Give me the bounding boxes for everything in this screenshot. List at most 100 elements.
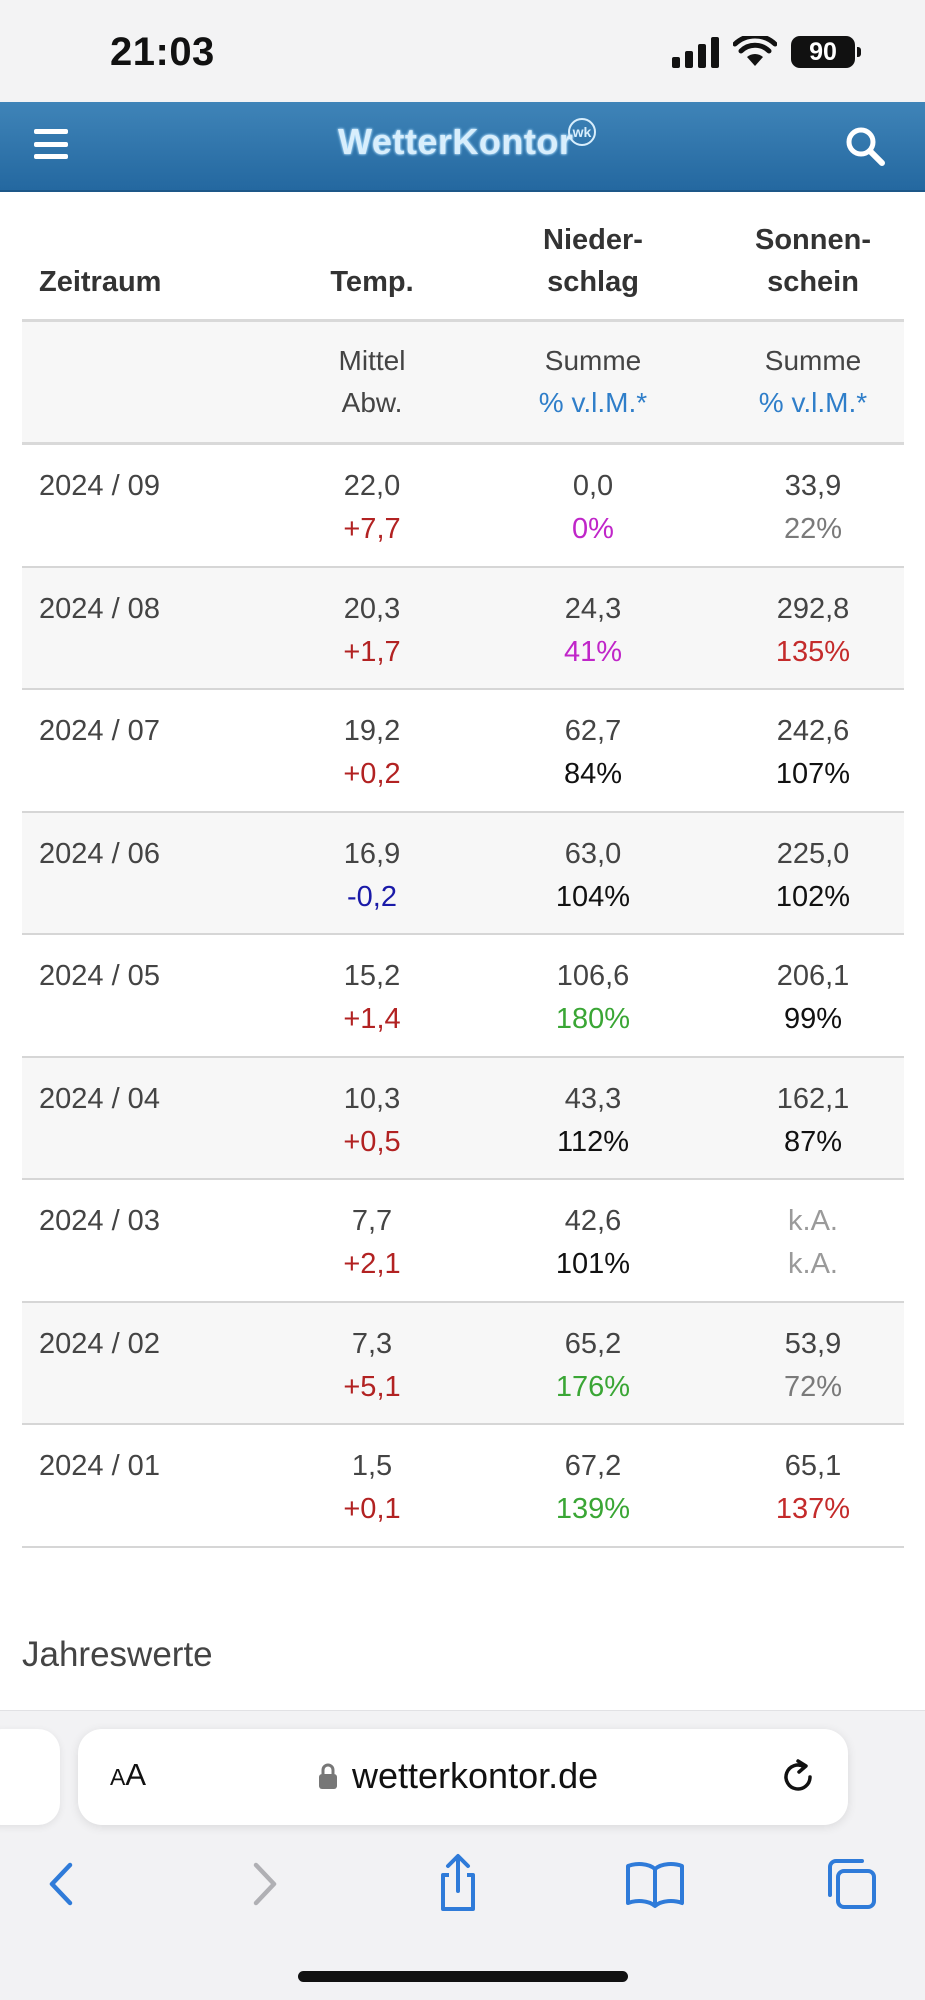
cell-temp-mean: 7,7 [351, 1205, 393, 1237]
cell-precipitation-percent: 176% [555, 1370, 631, 1403]
cell-precipitation-sum: 63,0 [564, 837, 622, 870]
cell-sunshine-percent: 99% [783, 1003, 843, 1035]
subheader-temp-abw: Abw. [341, 387, 403, 418]
cell-period: 2024 / 05 [39, 960, 160, 992]
subheader-niederschlag-pct-link[interactable]: % v.l.M.* [538, 387, 648, 418]
cell-precipitation-sum: 62,7 [564, 715, 622, 747]
table-header: Zeitraum Temp. Nieder- schlag Sonnen- sc… [22, 192, 904, 322]
cell-sunshine: 225,0 102% [683, 833, 925, 919]
cell-temp-deviation: +5,1 [343, 1370, 401, 1403]
cell-temp-deviation: +1,4 [343, 1003, 401, 1035]
cellular-signal-icon [672, 36, 719, 68]
cell-precipitation-percent: 41% [563, 635, 623, 668]
cell-precipitation-sum: 42,6 [564, 1205, 622, 1237]
table-row: 2024 / 09 22,0 +7,7 0,0 0% 33,9 22% [22, 445, 904, 568]
share-icon[interactable] [425, 1851, 491, 1917]
cell-sunshine: k.A. k.A. [683, 1200, 925, 1286]
table-row: 2024 / 03 7,7 +2,1 42,6 101% k.A. k.A. [22, 1180, 904, 1303]
table-row: 2024 / 06 16,9 -0,2 63,0 104% 225,0 102% [22, 812, 904, 935]
cell-sunshine-sum: 292,8 [776, 592, 850, 625]
status-bar: 21:03 90 [0, 0, 925, 102]
cell-sunshine: 242,6 107% [683, 710, 925, 796]
table-row: 2024 / 02 7,3 +5,1 65,2 176% 53,9 72% [22, 1302, 904, 1425]
wifi-icon [733, 36, 777, 66]
cell-temp: 19,2 +0,2 [242, 710, 502, 796]
subheader-temp: Mittel Abw. [242, 340, 502, 424]
subheader-sonnenschein-pct-link[interactable]: % v.l.M.* [758, 387, 868, 418]
header-niederschlag: Nieder- schlag [463, 219, 723, 303]
cell-precipitation: 0,0 0% [463, 465, 723, 551]
cell-sunshine-sum: 206,1 [776, 960, 850, 992]
cell-sunshine-sum: k.A. [788, 1205, 838, 1237]
address-bar[interactable]: AA wetterkontor.de [78, 1729, 848, 1825]
cell-sunshine-sum: 53,9 [784, 1327, 842, 1360]
cell-precipitation-sum: 65,2 [564, 1327, 622, 1360]
forward-icon[interactable] [230, 1851, 296, 1917]
status-icons: 90 [672, 36, 861, 68]
cell-sunshine: 206,1 99% [683, 955, 925, 1041]
cell-temp-deviation: +0,1 [343, 1493, 401, 1525]
back-icon[interactable] [30, 1851, 96, 1917]
tabs-icon[interactable] [818, 1851, 884, 1917]
cell-period: 2024 / 08 [39, 592, 160, 625]
url-text: wetterkontor.de [352, 1755, 599, 1796]
site-logo[interactable]: WetterKontor [338, 121, 574, 162]
table-body: 2024 / 09 22,0 +7,7 0,0 0% 33,9 22% 2024 / 08 20… [22, 445, 904, 1548]
browser-toolbar [0, 1851, 925, 1931]
cell-temp: 1,5 +0,1 [242, 1445, 502, 1531]
cell-precipitation-sum: 106,6 [556, 960, 630, 992]
cell-temp-deviation: -0,2 [347, 880, 397, 913]
cell-precipitation: 24,3 41% [463, 588, 723, 674]
cell-precipitation-percent: 104% [555, 880, 631, 913]
cell-sunshine: 33,9 22% [683, 465, 925, 551]
cell-sunshine-percent: 22% [783, 513, 843, 545]
cell-precipitation: 65,2 176% [463, 1323, 723, 1409]
site-header: WetterKontor wk [0, 102, 925, 192]
cell-period: 2024 / 09 [39, 470, 160, 502]
cell-precipitation: 67,2 139% [463, 1445, 723, 1531]
cell-temp-mean: 15,2 [343, 960, 401, 992]
cell-temp-mean: 22,0 [343, 470, 401, 502]
cell-period: 2024 / 07 [39, 715, 160, 747]
cell-sunshine: 162,1 87% [683, 1078, 925, 1164]
cell-precipitation-percent: 84% [563, 758, 623, 790]
subheader-sonnenschein-summe: Summe [764, 345, 862, 376]
cell-sunshine-percent: 102% [775, 880, 851, 913]
table-row: 2024 / 04 10,3 +0,5 43,3 112% 162,1 87% [22, 1057, 904, 1180]
cell-precipitation: 43,3 112% [463, 1078, 723, 1164]
reload-icon[interactable] [776, 1755, 820, 1799]
table-row: 2024 / 05 15,2 +1,4 106,6 180% 206,1 99% [22, 935, 904, 1058]
cell-precipitation: 106,6 180% [463, 955, 723, 1041]
header-temp: Temp. [330, 266, 414, 298]
reader-text-size-button[interactable]: AA [110, 1757, 147, 1792]
cell-precipitation: 42,6 101% [463, 1200, 723, 1286]
cell-temp: 22,0 +7,7 [242, 465, 502, 551]
bookmarks-icon[interactable] [622, 1851, 688, 1917]
search-icon[interactable] [843, 124, 887, 168]
cell-temp-deviation: +7,7 [343, 513, 401, 545]
cell-temp: 16,9 -0,2 [242, 833, 502, 919]
cell-temp: 20,3 +1,7 [242, 588, 502, 674]
browser-bottom-bar: AA wetterkontor.de [0, 1710, 925, 2000]
cell-precipitation-sum: 67,2 [564, 1450, 622, 1482]
cell-sunshine-sum: 242,6 [776, 715, 850, 747]
cell-sunshine-percent: 135% [775, 635, 851, 668]
previous-tab-preview[interactable] [0, 1729, 60, 1825]
subheader-sonnenschein: Summe % v.l.M.* [683, 340, 925, 424]
cell-sunshine-sum: 33,9 [784, 470, 842, 502]
cell-sunshine-percent: 87% [783, 1125, 843, 1158]
logo-badge: wk [568, 118, 596, 146]
cell-sunshine: 292,8 135% [683, 588, 925, 674]
section-title-jahreswerte: Jahreswerte [22, 1635, 213, 1674]
cell-precipitation-percent: 0% [572, 513, 614, 545]
cell-period: 2024 / 01 [39, 1450, 160, 1482]
cell-sunshine-percent: 107% [775, 758, 851, 790]
header-zeitraum: Zeitraum [39, 266, 162, 298]
cell-temp-deviation: +0,2 [343, 758, 401, 790]
table-row: 2024 / 01 1,5 +0,1 67,2 139% 65,1 137% [22, 1425, 904, 1548]
subheader-niederschlag-summe: Summe [544, 345, 642, 376]
hamburger-menu-icon[interactable] [34, 129, 68, 159]
cell-temp-mean: 20,3 [343, 592, 401, 625]
cell-precipitation: 62,7 84% [463, 710, 723, 796]
cell-precipitation-percent: 101% [555, 1248, 631, 1280]
